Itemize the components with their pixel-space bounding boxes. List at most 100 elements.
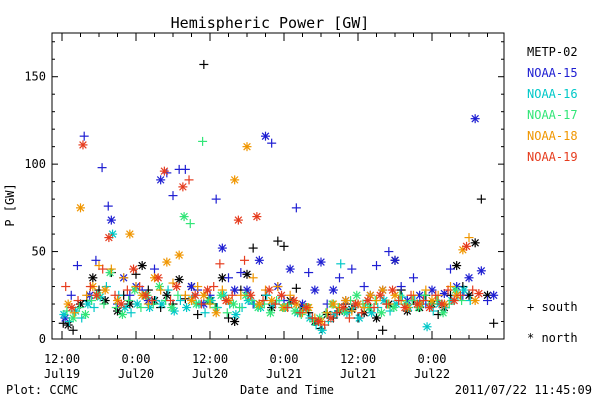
point-south bbox=[378, 325, 388, 335]
point-south bbox=[359, 303, 369, 313]
point-south bbox=[283, 303, 293, 313]
point-south bbox=[79, 131, 89, 141]
point-south bbox=[62, 306, 72, 316]
point-south bbox=[180, 290, 190, 300]
point-north bbox=[141, 290, 151, 300]
point-north bbox=[252, 212, 262, 222]
point-north bbox=[470, 296, 480, 306]
point-south bbox=[97, 163, 107, 173]
x-tick-label-time: 12:00 bbox=[192, 352, 228, 366]
point-north bbox=[178, 182, 188, 192]
point-south bbox=[98, 264, 108, 274]
point-south bbox=[224, 273, 233, 283]
point-north bbox=[267, 296, 277, 306]
point-north bbox=[78, 140, 88, 150]
point-south bbox=[240, 255, 250, 265]
point-north bbox=[363, 296, 373, 306]
point-south bbox=[248, 273, 258, 283]
point-south bbox=[210, 303, 220, 313]
point-north bbox=[179, 212, 189, 222]
point-south bbox=[125, 290, 135, 300]
legend-entry-metp-02: METP-02 bbox=[527, 45, 578, 59]
point-north bbox=[231, 310, 241, 320]
point-north bbox=[354, 313, 364, 323]
point-south bbox=[150, 264, 159, 274]
point-south bbox=[291, 283, 301, 293]
point-south bbox=[443, 285, 453, 295]
point-south bbox=[168, 191, 178, 201]
point-south bbox=[304, 268, 314, 278]
point-north bbox=[125, 229, 135, 239]
point-south bbox=[476, 194, 486, 204]
point-north bbox=[254, 255, 264, 265]
point-south bbox=[420, 290, 430, 300]
point-north bbox=[316, 257, 326, 267]
point-north bbox=[68, 313, 78, 323]
point-south bbox=[136, 303, 146, 313]
point-north bbox=[230, 317, 240, 327]
x-tick-label-date: Jul21 bbox=[340, 367, 376, 381]
x-tick-label-date: Jul22 bbox=[414, 367, 450, 381]
point-north bbox=[261, 131, 270, 141]
point-south bbox=[270, 299, 280, 309]
point-south bbox=[147, 296, 157, 306]
point-south bbox=[166, 296, 176, 306]
point-south bbox=[396, 282, 406, 292]
point-north bbox=[242, 142, 252, 152]
point-south bbox=[126, 308, 136, 318]
point-south bbox=[248, 243, 258, 253]
point-north bbox=[459, 285, 469, 295]
point-south bbox=[418, 296, 428, 306]
point-south bbox=[372, 261, 381, 271]
point-north bbox=[203, 285, 213, 295]
point-south bbox=[279, 241, 289, 251]
point-north bbox=[437, 299, 447, 309]
point-north bbox=[326, 313, 336, 323]
point-south bbox=[381, 299, 391, 309]
point-north bbox=[92, 290, 102, 300]
point-south bbox=[247, 296, 257, 306]
point-south bbox=[106, 264, 116, 274]
point-south bbox=[124, 296, 134, 306]
point-north bbox=[106, 215, 116, 225]
point-north bbox=[328, 285, 338, 295]
point-south bbox=[236, 268, 246, 278]
point-north bbox=[476, 266, 486, 276]
x-tick-label-date: Jul20 bbox=[192, 367, 228, 381]
point-south bbox=[464, 233, 474, 243]
point-north bbox=[289, 296, 299, 306]
point-south bbox=[320, 320, 330, 330]
point-south bbox=[431, 290, 441, 300]
point-north bbox=[412, 299, 422, 309]
point-south bbox=[372, 296, 381, 306]
point-south bbox=[119, 273, 129, 283]
point-north bbox=[470, 114, 480, 124]
point-north bbox=[388, 285, 398, 295]
point-north bbox=[76, 203, 85, 213]
point-north bbox=[301, 303, 311, 313]
point-south bbox=[198, 136, 208, 146]
point-north bbox=[159, 166, 169, 176]
y-tick-label: 0 bbox=[39, 332, 46, 346]
point-south bbox=[73, 296, 83, 306]
x-tick-label-date: Jul19 bbox=[44, 367, 80, 381]
point-south bbox=[407, 296, 417, 306]
point-north bbox=[310, 285, 320, 295]
y-axis: 0 50 100 150 bbox=[24, 41, 504, 346]
point-south bbox=[72, 261, 82, 271]
point-north bbox=[265, 308, 275, 318]
point-north bbox=[246, 290, 256, 300]
point-north bbox=[427, 296, 437, 306]
point-north bbox=[376, 308, 386, 318]
point-south bbox=[185, 219, 195, 229]
point-north bbox=[462, 241, 472, 251]
point-north bbox=[317, 325, 327, 335]
point-north bbox=[187, 296, 196, 306]
point-south bbox=[236, 290, 246, 300]
point-north bbox=[174, 275, 184, 285]
legend-entry-noaa-16: NOAA-16 bbox=[527, 87, 578, 101]
point-north bbox=[228, 299, 238, 309]
y-tick-label: 50 bbox=[32, 245, 46, 259]
point-north bbox=[116, 299, 126, 309]
